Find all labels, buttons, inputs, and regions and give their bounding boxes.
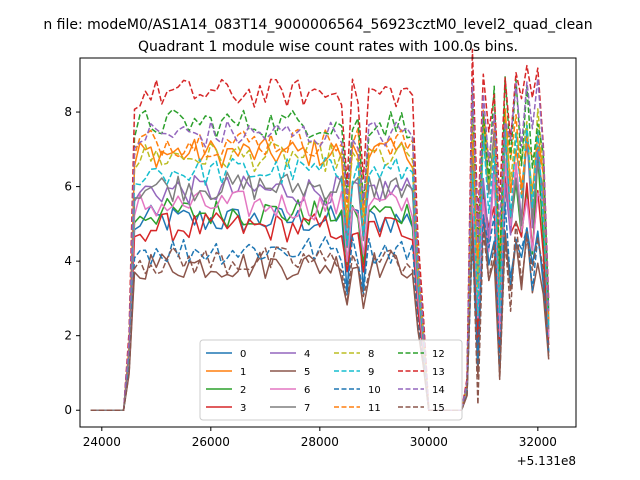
- x-tick-label: 32000: [519, 435, 557, 449]
- legend-label-7: 7: [304, 403, 310, 414]
- plot-area-frame: [79, 57, 577, 428]
- x-tick-label: 30000: [410, 435, 448, 449]
- y-tick-label: 4: [64, 254, 72, 268]
- y-axis: 0 2 4 6 8: [64, 105, 80, 417]
- legend-label-5: 5: [304, 367, 310, 378]
- legend-label-8: 8: [368, 349, 374, 360]
- legend-label-10: 10: [368, 385, 381, 396]
- legend-label-13: 13: [432, 367, 445, 378]
- x-tick-label: 28000: [301, 435, 339, 449]
- legend-label-2: 2: [240, 385, 246, 396]
- series-line-14: [90, 77, 550, 411]
- y-tick-label: 0: [64, 403, 72, 417]
- series-line-15: [90, 218, 550, 411]
- legend-label-14: 14: [432, 385, 445, 396]
- series-line-9: [90, 124, 550, 411]
- legend-label-9: 9: [368, 367, 374, 378]
- legend-label-3: 3: [240, 403, 246, 414]
- legend-label-1: 1: [240, 367, 246, 378]
- legend-label-0: 0: [240, 349, 246, 360]
- x-axis-offset-label: +5.131e8: [517, 454, 576, 468]
- legend-label-11: 11: [368, 403, 381, 414]
- x-tick-label: 24000: [83, 435, 121, 449]
- x-tick-label: 26000: [192, 435, 230, 449]
- y-tick-label: 8: [64, 105, 72, 119]
- plot-lines: [90, 48, 550, 411]
- legend-label-15: 15: [432, 403, 445, 414]
- legend-label-4: 4: [304, 349, 310, 360]
- series-line-13: [90, 48, 550, 411]
- legend-box: [199, 339, 463, 421]
- x-axis: 24000 26000 28000 30000 32000: [83, 427, 557, 449]
- legend-label-6: 6: [304, 385, 310, 396]
- chart-title: Quadrant 1 module wise count rates with …: [138, 39, 518, 55]
- y-tick-label: 2: [64, 329, 72, 343]
- legend-label-12: 12: [432, 349, 445, 360]
- chart-suptitle: n file: modeM0/AS1A14_083T14_9000006564_…: [43, 17, 592, 33]
- y-tick-label: 6: [64, 180, 72, 194]
